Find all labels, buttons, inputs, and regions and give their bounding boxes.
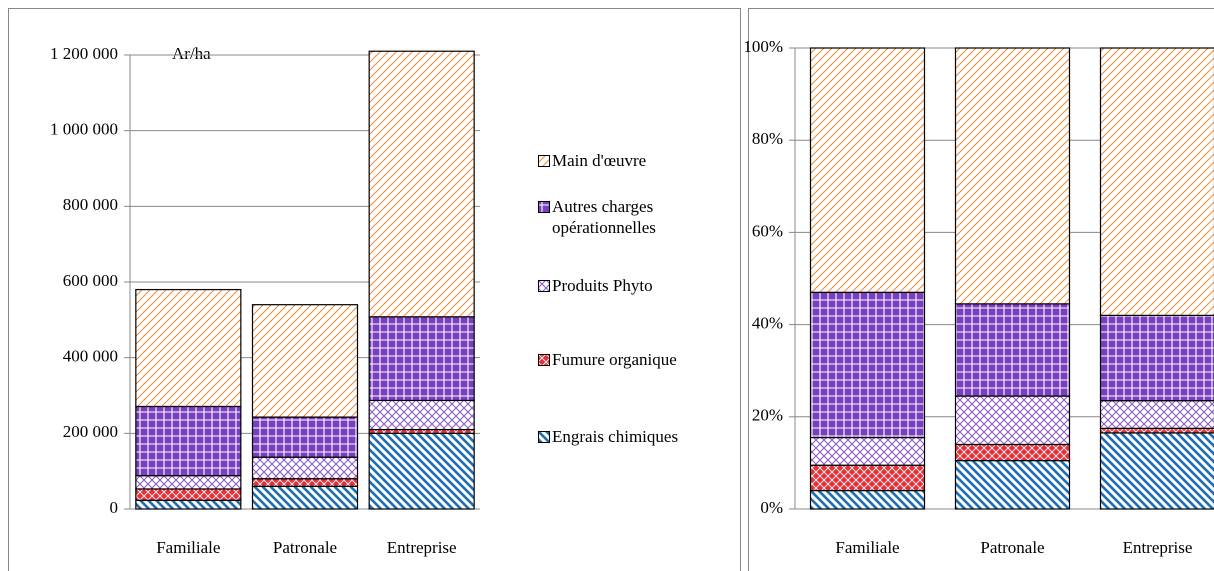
y-tick-label: 800 000 bbox=[63, 195, 118, 214]
bar-segment bbox=[135, 288, 242, 408]
legend-swatch bbox=[538, 280, 550, 292]
bar-segment bbox=[954, 459, 1071, 510]
bar-segment bbox=[251, 478, 359, 487]
bar-segment bbox=[809, 489, 926, 510]
bar-segment bbox=[251, 416, 359, 458]
bar-segment bbox=[368, 432, 475, 510]
y-tick-label: 40% bbox=[752, 314, 783, 333]
x-tick-label: Patronale bbox=[273, 538, 337, 557]
bar-segment bbox=[135, 488, 242, 501]
y-tick-label: 80% bbox=[752, 129, 783, 148]
bar-segment bbox=[251, 485, 359, 510]
bar-segment bbox=[368, 50, 475, 318]
bar-segment bbox=[954, 443, 1071, 462]
bar-segment bbox=[809, 47, 926, 293]
legend-swatch bbox=[538, 431, 550, 443]
bar-segment bbox=[251, 304, 359, 418]
bar-segment bbox=[809, 436, 926, 466]
bar-segment bbox=[1099, 314, 1214, 402]
legend-swatch bbox=[538, 354, 550, 366]
legend-label: Autres charges opérationnelles bbox=[552, 197, 656, 237]
swatch bbox=[538, 280, 550, 292]
y-tick-label: 60% bbox=[752, 221, 783, 240]
y-tick-label: 1 200 000 bbox=[50, 44, 118, 63]
bar-segment bbox=[809, 464, 926, 492]
y-tick-label: 400 000 bbox=[63, 347, 118, 366]
y-tick-label: 600 000 bbox=[63, 271, 118, 290]
legend-item: Produits Phyto bbox=[538, 275, 653, 296]
y-tick-label: 200 000 bbox=[63, 422, 118, 441]
x-tick-label: Entreprise bbox=[1123, 538, 1193, 557]
swatch bbox=[538, 155, 550, 167]
swatch bbox=[538, 354, 550, 366]
legend-label: Main d'œuvre bbox=[552, 151, 647, 170]
x-tick-label: Familiale bbox=[835, 538, 899, 557]
bar-segment bbox=[1099, 427, 1214, 434]
bar-segment bbox=[135, 475, 242, 490]
bar-segment bbox=[809, 291, 926, 439]
y-tick-label: 0 bbox=[110, 498, 119, 517]
swatch bbox=[538, 431, 550, 443]
bar-segment bbox=[954, 47, 1071, 305]
annotation: Ar/ha bbox=[172, 44, 211, 63]
bar-segment bbox=[1099, 47, 1214, 316]
legend-swatch bbox=[538, 155, 550, 167]
bar-segment bbox=[954, 303, 1071, 397]
y-tick-label: 0% bbox=[760, 498, 783, 517]
legend-label: Engrais chimiques bbox=[552, 427, 679, 446]
panel-frame bbox=[748, 8, 1214, 571]
legend-item: Main d'œuvre bbox=[538, 150, 646, 171]
bar-segment bbox=[135, 405, 242, 477]
x-tick-label: Patronale bbox=[980, 538, 1044, 557]
y-tick-label: 1 000 000 bbox=[50, 120, 118, 139]
legend-item: Fumure organique bbox=[538, 349, 677, 370]
bar-segment bbox=[1099, 432, 1214, 510]
legend-swatch bbox=[538, 201, 550, 213]
legend-item: Engrais chimiques bbox=[538, 426, 678, 447]
bar-segment bbox=[1099, 400, 1214, 429]
legend-label: Produits Phyto bbox=[552, 276, 653, 295]
legend-label: Fumure organique bbox=[552, 350, 677, 369]
bar-segment bbox=[368, 316, 475, 402]
y-tick-label: 20% bbox=[752, 406, 783, 425]
x-tick-label: Familiale bbox=[156, 538, 220, 557]
legend-item: Autres charges opérationnelles bbox=[538, 196, 702, 238]
bar-segment bbox=[135, 499, 242, 510]
x-tick-label: Entreprise bbox=[387, 538, 457, 557]
swatch bbox=[538, 201, 550, 213]
y-tick-label: 100% bbox=[743, 37, 783, 56]
bar-segment bbox=[368, 399, 475, 431]
panel-frame bbox=[8, 8, 741, 571]
bar-segment bbox=[954, 395, 1071, 446]
bar-segment bbox=[251, 456, 359, 480]
